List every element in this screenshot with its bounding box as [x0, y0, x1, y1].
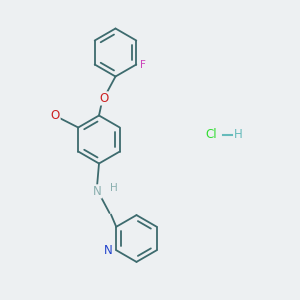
- Text: O: O: [51, 109, 60, 122]
- Text: N: N: [104, 244, 112, 257]
- Text: O: O: [99, 92, 108, 105]
- Text: F: F: [140, 60, 146, 70]
- Text: N: N: [93, 185, 102, 198]
- Text: H: H: [234, 128, 243, 142]
- Text: Cl: Cl: [206, 128, 217, 142]
- Text: H: H: [110, 183, 118, 193]
